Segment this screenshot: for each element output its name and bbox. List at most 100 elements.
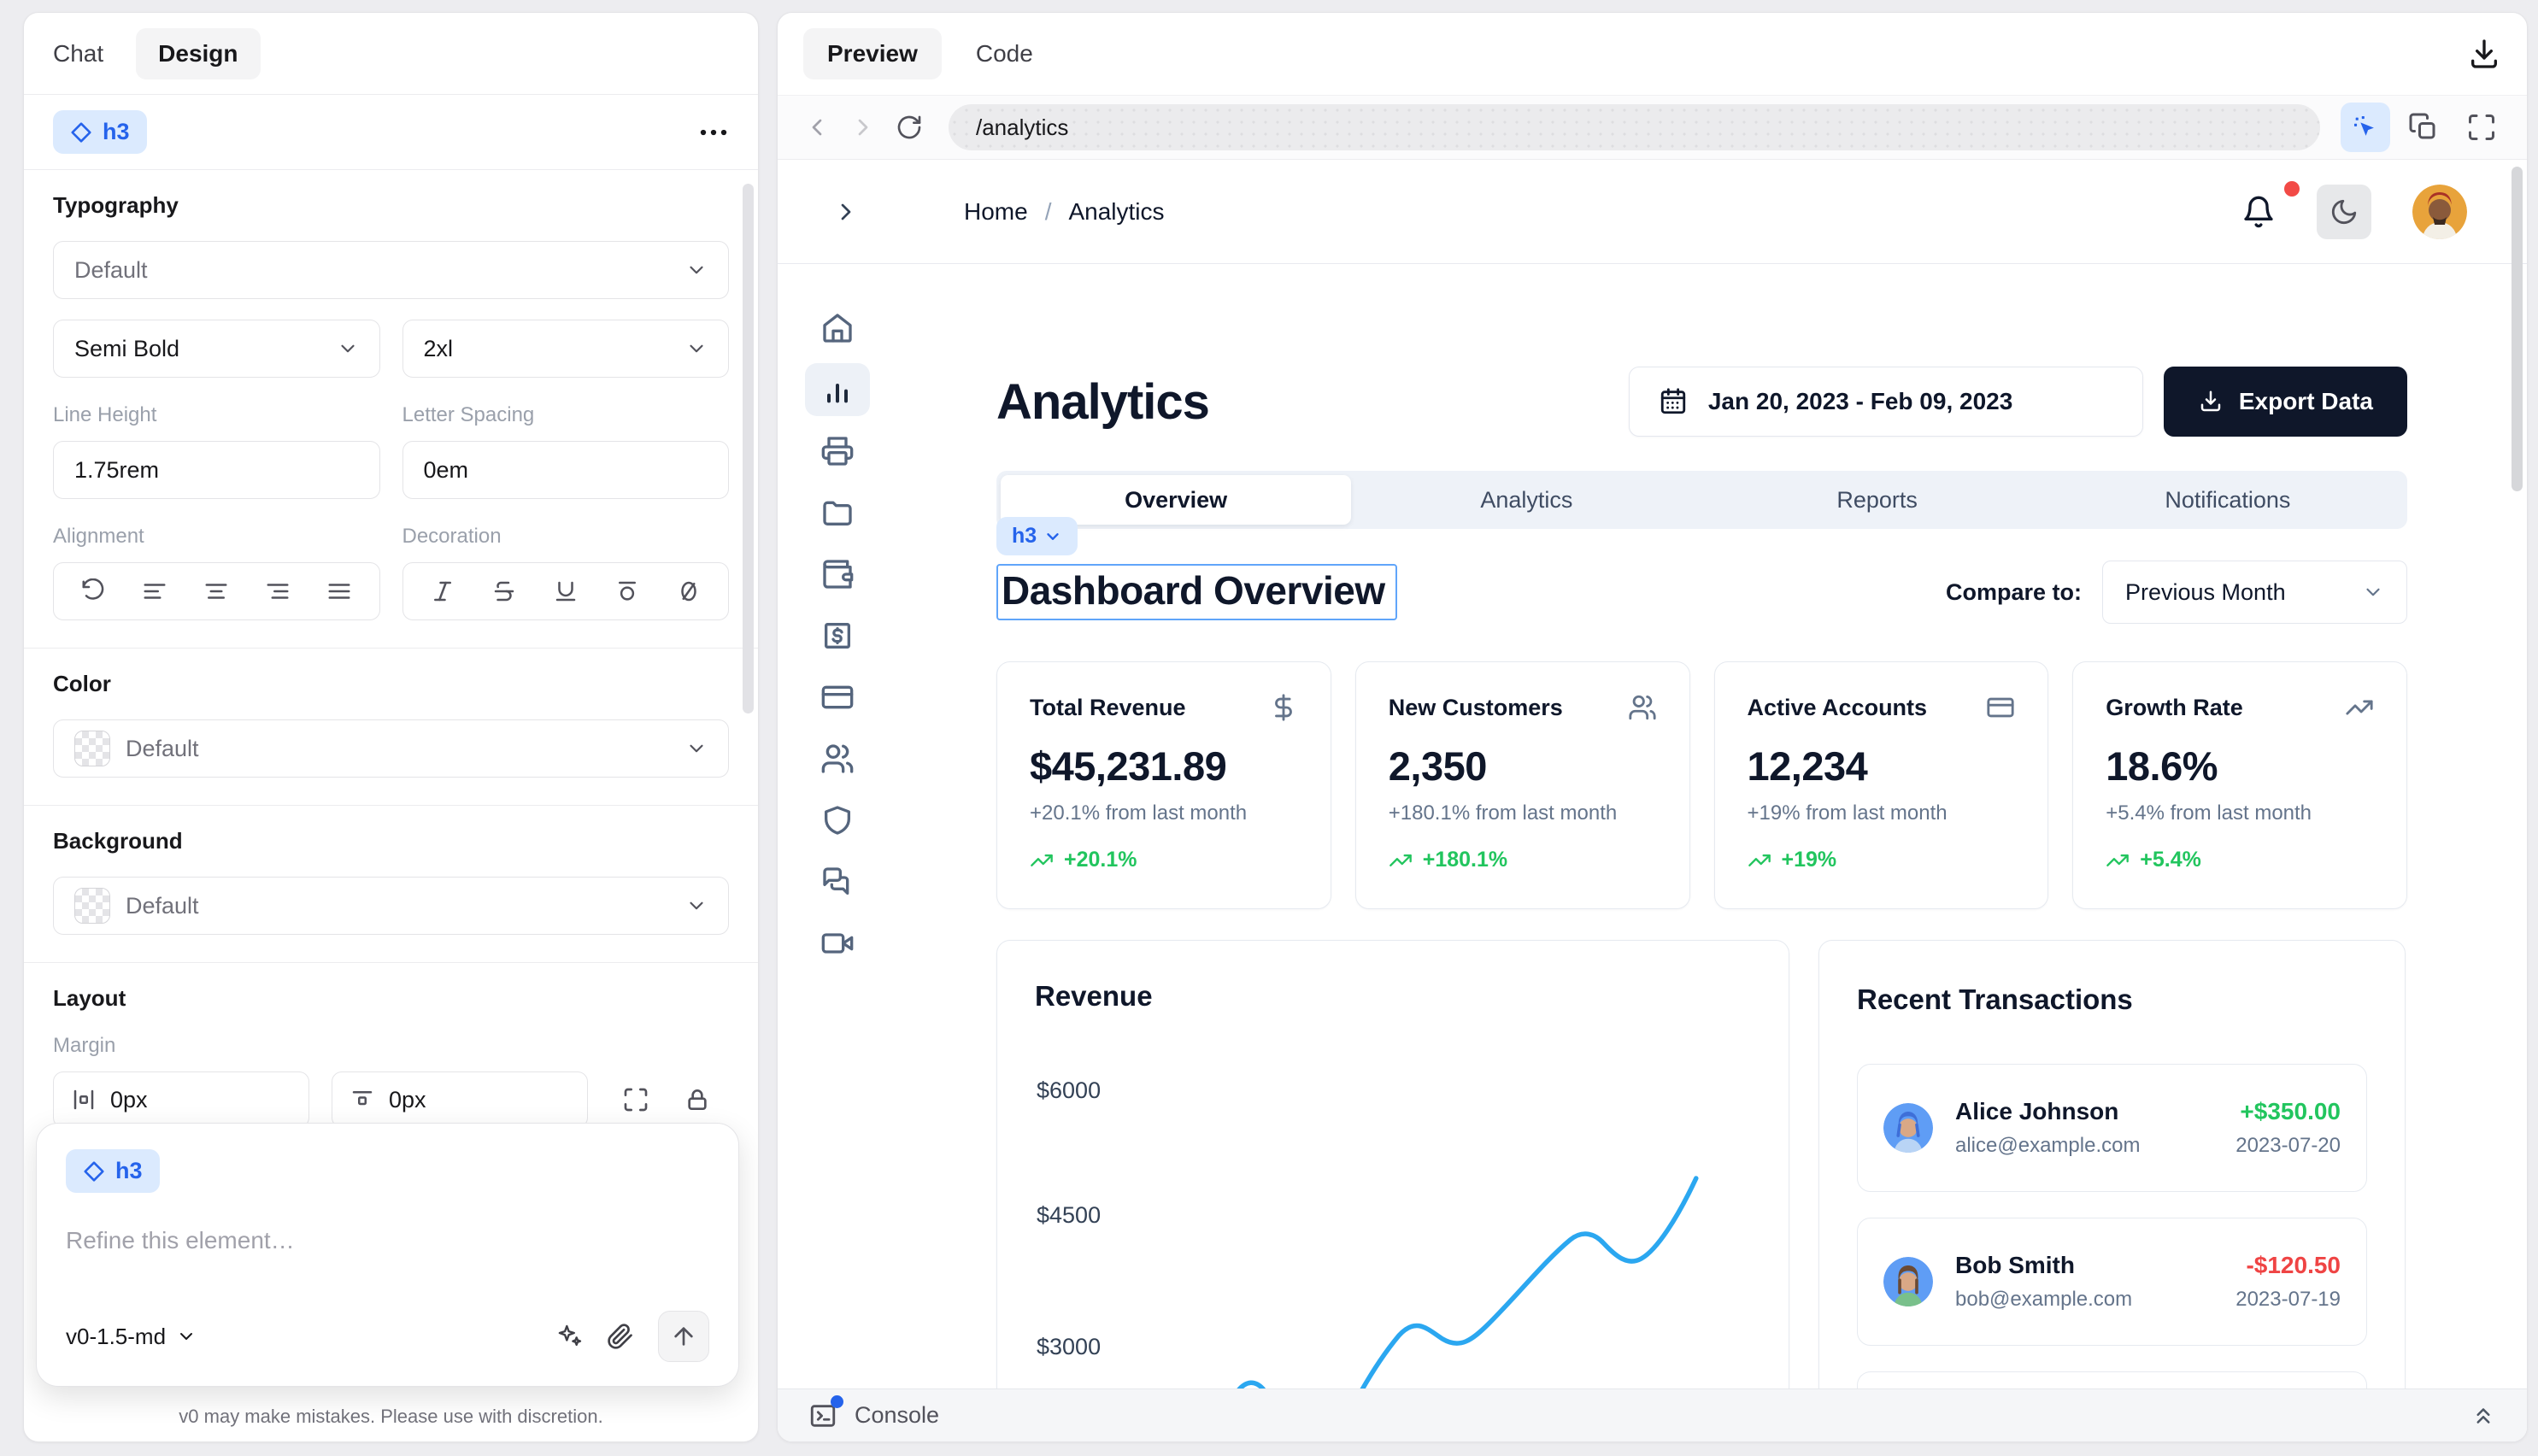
address-bar[interactable]: /analytics <box>949 104 2320 150</box>
more-options-icon[interactable] <box>698 117 729 148</box>
align-left-icon[interactable] <box>142 578 167 604</box>
reset-alignment-icon[interactable] <box>80 578 106 604</box>
lock-margin-icon[interactable] <box>684 1086 711 1113</box>
design-panel-scrollbar[interactable] <box>743 184 754 713</box>
transaction-email: alice@example.com <box>1955 1134 2141 1157</box>
tab-preview[interactable]: Preview <box>803 28 942 79</box>
rendered-app: Home / Analytics <box>778 160 2527 1441</box>
selected-element-badge[interactable]: h3 <box>53 110 147 154</box>
download-icon[interactable] <box>2467 37 2501 71</box>
tab-notifications[interactable]: Notifications <box>2165 486 2291 513</box>
margin-y-input[interactable]: 0px <box>332 1071 588 1128</box>
tab-code[interactable]: Code <box>975 40 1033 67</box>
sparkles-icon[interactable] <box>555 1323 583 1350</box>
back-icon[interactable] <box>798 109 836 146</box>
preview-panel: Preview Code /analytics <box>777 12 2528 1442</box>
sidebar-item-messages[interactable] <box>805 855 870 908</box>
align-justify-icon[interactable] <box>326 578 352 604</box>
underline-icon[interactable] <box>553 578 579 604</box>
dashboard-tabs: Overview Analytics Reports Notifications <box>996 471 2407 529</box>
console-label: Console <box>855 1402 940 1428</box>
transaction-email: bob@example.com <box>1955 1288 2133 1311</box>
send-button[interactable] <box>658 1311 709 1362</box>
section-heading-selected[interactable]: Dashboard Overview <box>996 564 1397 620</box>
font-size-select[interactable]: 2xl <box>402 320 729 378</box>
copy-icon[interactable] <box>2399 103 2448 152</box>
composer-element-badge[interactable]: h3 <box>66 1149 160 1193</box>
sidebar-item-files[interactable] <box>805 486 870 539</box>
sidebar-toggle-icon[interactable] <box>832 198 860 226</box>
expand-margin-icon[interactable] <box>622 1086 649 1113</box>
fullscreen-icon[interactable] <box>2457 103 2506 152</box>
export-data-button[interactable]: Export Data <box>2163 367 2407 437</box>
selection-badge[interactable]: h3 <box>996 517 1078 555</box>
sidebar-item-invoices[interactable] <box>805 425 870 478</box>
background-select[interactable]: Default <box>53 877 729 935</box>
design-panel: Chat Design h3 Typography Default <box>23 12 759 1442</box>
chevron-down-icon <box>690 744 703 753</box>
typography-section: Typography Default Semi Bold 2xl <box>24 170 758 649</box>
forward-icon[interactable] <box>844 109 882 146</box>
theme-toggle-button[interactable] <box>2317 184 2371 239</box>
chevron-down-icon <box>2366 588 2380 596</box>
sidebar-item-video[interactable] <box>805 917 870 970</box>
letter-spacing-input[interactable]: 0em <box>402 441 729 499</box>
tab-reports[interactable]: Reports <box>1836 486 1918 513</box>
inspect-cursor-button[interactable] <box>2341 103 2390 152</box>
app-sidebar <box>778 264 897 1441</box>
sidebar-item-home[interactable] <box>805 302 870 355</box>
sidebar-item-customers[interactable] <box>805 732 870 785</box>
breadcrumb-current: Analytics <box>1068 197 1165 225</box>
sidebar-item-cards[interactable] <box>805 671 870 724</box>
trending-up-icon <box>1748 854 1771 866</box>
console-bar[interactable]: Console <box>778 1388 2527 1441</box>
sidebar-item-payments[interactable] <box>805 609 870 662</box>
margin-x-input[interactable]: 0px <box>53 1071 309 1128</box>
tab-overview[interactable]: Overview <box>1001 475 1352 525</box>
dollar-icon <box>1274 694 1292 721</box>
tab-chat[interactable]: Chat <box>53 39 104 67</box>
decoration-label: Decoration <box>402 525 502 548</box>
compare-label: Compare to: <box>1945 578 2082 605</box>
no-decoration-icon[interactable] <box>676 578 702 604</box>
revenue-line-series <box>1231 1176 1699 1397</box>
color-select[interactable]: Default <box>53 719 729 778</box>
compare-select[interactable]: Previous Month <box>2102 561 2407 624</box>
transaction-row[interactable]: Alice Johnson alice@example.com +$350.00… <box>1857 1064 2367 1192</box>
strikethrough-icon[interactable] <box>491 578 517 604</box>
sidebar-item-analytics[interactable] <box>805 363 870 416</box>
sidebar-item-wallet[interactable] <box>805 548 870 601</box>
model-select[interactable]: v0-1.5-md <box>66 1324 197 1350</box>
font-family-select[interactable]: Default <box>53 241 729 299</box>
app-header: Home / Analytics <box>778 160 2527 264</box>
users-icon <box>821 744 854 773</box>
avatar <box>1883 1257 1933 1306</box>
stat-card-new-customers: New Customers 2,350 +180.1% from last mo… <box>1354 661 1690 909</box>
transaction-row[interactable]: Bob Smith bob@example.com -$120.50 2023-… <box>1857 1218 2367 1346</box>
transaction-name: Alice Johnson <box>1955 1098 2119 1124</box>
sidebar-item-security[interactable] <box>805 794 870 847</box>
italic-icon[interactable] <box>430 578 455 604</box>
tab-design[interactable]: Design <box>136 27 261 79</box>
refresh-icon[interactable] <box>890 109 928 146</box>
breadcrumb-home[interactable]: Home <box>964 197 1028 225</box>
chevron-down-icon <box>180 1333 193 1340</box>
messages-icon <box>823 867 849 895</box>
date-range-picker[interactable]: Jan 20, 2023 - Feb 09, 2023 <box>1628 367 2143 437</box>
refine-composer: h3 Refine this element… v0-1.5-md <box>36 1123 739 1387</box>
preview-scrollbar[interactable] <box>2512 167 2523 491</box>
tab-analytics[interactable]: Analytics <box>1480 486 1573 513</box>
paperclip-icon[interactable] <box>607 1323 634 1350</box>
line-height-input[interactable]: 1.75rem <box>53 441 380 499</box>
notifications-button[interactable] <box>2241 180 2300 229</box>
refine-input[interactable]: Refine this element… <box>66 1227 295 1253</box>
chevrons-up-icon[interactable] <box>2470 1403 2496 1429</box>
transaction-date: 2023-07-20 <box>2235 1134 2341 1157</box>
font-weight-select[interactable]: Semi Bold <box>53 320 380 378</box>
align-right-icon[interactable] <box>265 578 291 604</box>
layout-title: Layout <box>53 985 126 1011</box>
user-avatar[interactable] <box>2412 184 2467 239</box>
overline-icon[interactable] <box>614 578 640 604</box>
align-center-icon[interactable] <box>203 578 229 604</box>
